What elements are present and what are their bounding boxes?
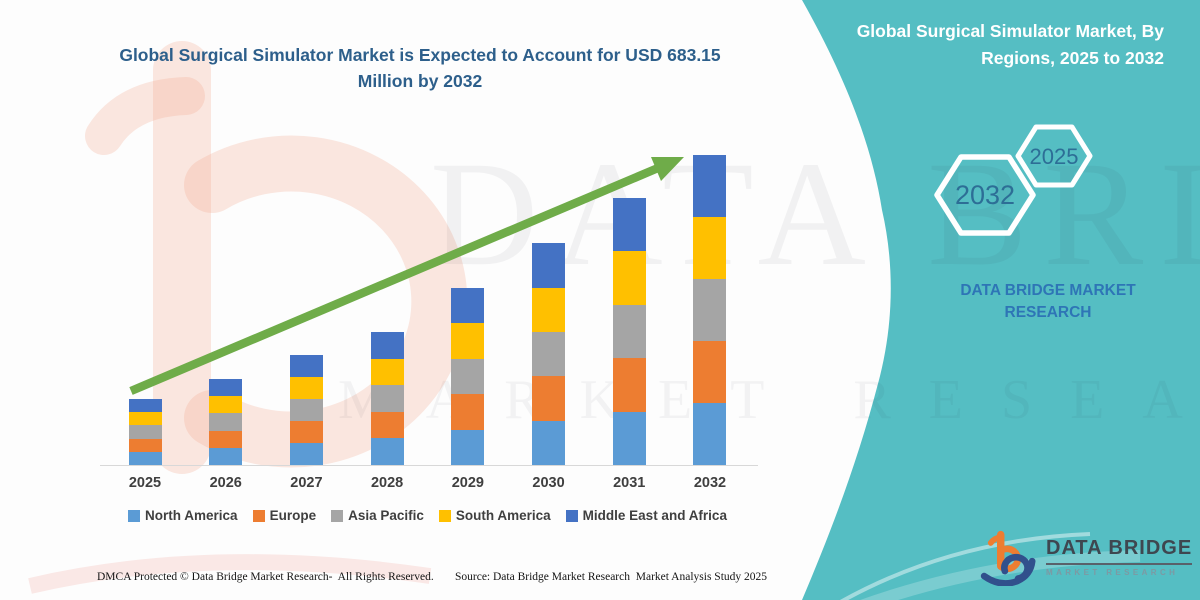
legend-label: Middle East and Africa [582, 508, 727, 523]
x-axis-label-2029: 2029 [451, 475, 484, 491]
bar-segment-south-america [128, 412, 162, 426]
logo-text: DATA BRIDGE MARKET RESEARCH [1046, 537, 1193, 577]
chart-title: Global Surgical Simulator Market is Expe… [119, 45, 721, 92]
bar-segment-asia-pacific [209, 413, 243, 431]
bar-segment-south-america [209, 396, 243, 414]
logo-name: DATA BRIDGE [1046, 537, 1193, 565]
bar-segment-europe [128, 438, 162, 452]
bar-segment-middle-east-and-africa [289, 355, 323, 377]
bar-segment-north-america [612, 411, 646, 465]
bar-segment-north-america [532, 420, 566, 465]
x-axis-line [100, 465, 758, 466]
bar-segment-europe [209, 430, 243, 448]
bar-segment-middle-east-and-africa [532, 243, 566, 288]
legend-swatch [438, 509, 451, 522]
chart-legend: North America Europe Asia Pacific South Ame… [95, 508, 760, 523]
stacked-bar-2029 [451, 288, 485, 465]
bar-segment-north-america [289, 443, 323, 465]
bar-segment-europe [451, 394, 485, 430]
bar-segment-asia-pacific [693, 279, 727, 341]
bar-segment-north-america [209, 447, 243, 465]
bar-segment-europe [370, 411, 404, 439]
legend-label: Asia Pacific [348, 508, 424, 523]
legend-swatch [565, 509, 578, 522]
x-axis-label-2032: 2032 [693, 475, 727, 491]
bar-segment-asia-pacific [532, 331, 566, 377]
x-axis-label-2026: 2026 [209, 475, 242, 491]
stacked-bar-2030 [532, 243, 566, 465]
bar-segment-asia-pacific [612, 304, 646, 359]
legend-item-north-america: North America [128, 508, 238, 523]
bar-segment-asia-pacific [451, 358, 485, 395]
legend-label: Europe [269, 508, 317, 523]
bar-segment-europe [289, 421, 323, 443]
bar-segment-middle-east-and-africa [612, 197, 646, 252]
stacked-bar-2032 [693, 155, 727, 465]
legend-label: North America [145, 508, 238, 523]
legend-swatch [331, 509, 344, 522]
bar-segment-south-america [370, 358, 404, 386]
x-axis-label-2025: 2025 [128, 475, 162, 491]
bar-segment-south-america [532, 287, 566, 332]
x-axis-label-2027: 2027 [290, 475, 323, 491]
bar-segment-south-america [612, 251, 646, 305]
bar-segment-south-america [693, 217, 727, 279]
legend-item-south-america: South America [438, 508, 551, 523]
x-axis-label-2030: 2030 [532, 475, 565, 491]
bar-segment-middle-east-and-africa [209, 379, 243, 397]
bar-segment-middle-east-and-africa [370, 332, 404, 359]
bar-segment-north-america [128, 451, 162, 465]
bar-segment-north-america [451, 429, 485, 465]
bar-segment-asia-pacific [128, 425, 162, 439]
bar-segment-north-america [693, 403, 727, 465]
bar-segment-north-america [370, 438, 404, 465]
bar-segment-europe [693, 341, 727, 403]
bar-segment-asia-pacific [289, 399, 323, 421]
bar-segment-south-america [289, 377, 323, 399]
footer-copyright: DMCA Protected © Data Bridge Market Rese… [97, 571, 434, 583]
legend-item-middle-east-and-africa: Middle East and Africa [565, 508, 727, 523]
legend-swatch [128, 509, 141, 522]
data-bridge-logo-icon [980, 530, 1036, 586]
bar-segment-south-america [451, 323, 485, 359]
stacked-bar-2027 [289, 355, 323, 465]
legend-label: South America [455, 508, 551, 523]
data-bridge-logo: DATA BRIDGE MARKET RESEARCH [980, 528, 1193, 586]
stacked-bar-2028 [370, 332, 404, 465]
legend-item-europe: Europe [252, 508, 317, 523]
bar-segment-europe [532, 376, 566, 421]
bar-segment-middle-east-and-africa [693, 155, 727, 217]
stacked-bar-2025 [128, 398, 162, 465]
x-axis-label-2028: 2028 [370, 475, 404, 491]
bar-segment-middle-east-and-africa [128, 398, 162, 413]
legend-swatch [252, 509, 265, 522]
stacked-bar-2031 [612, 197, 646, 465]
bar-segment-middle-east-and-africa [451, 288, 485, 324]
bar-segment-europe [612, 358, 646, 412]
logo-subtitle: MARKET RESEARCH [1046, 568, 1179, 577]
x-axis-label-2031: 2031 [613, 475, 646, 491]
footer-source: Source: Data Bridge Market Research Mark… [455, 571, 768, 583]
stacked-bar-2026 [209, 379, 243, 465]
legend-item-asia-pacific: Asia Pacific [331, 508, 424, 523]
bar-segment-asia-pacific [370, 385, 404, 412]
